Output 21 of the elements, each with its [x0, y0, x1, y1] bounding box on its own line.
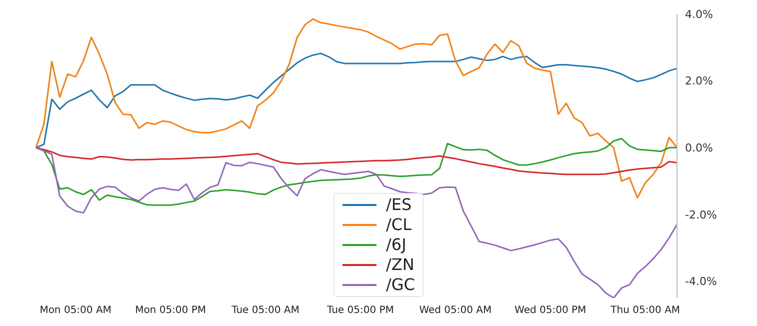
x-tick-label: Mon 05:00 AM — [40, 305, 112, 316]
x-tick-label: Tue 05:00 PM — [326, 305, 394, 316]
legend-label: /6J — [386, 235, 406, 255]
x-tick-label: Wed 05:00 PM — [514, 305, 586, 316]
y-tick-label: -2.0% — [685, 208, 717, 222]
x-tick-label: Tue 05:00 AM — [230, 305, 300, 316]
line-series — [35, 18, 678, 199]
y-tick-label: 0.0% — [685, 142, 713, 155]
y-tick-label: 2.0% — [685, 74, 713, 88]
legend-label: /CL — [386, 215, 412, 235]
line-series — [35, 52, 678, 148]
line-series — [35, 146, 678, 176]
legend-label: /GC — [386, 275, 415, 295]
legend-label: /ZN — [386, 255, 414, 275]
x-tick-label: Mon 05:00 PM — [135, 305, 206, 316]
y-tick-label: -4.0% — [685, 275, 717, 288]
line-series — [35, 146, 678, 298]
legend-label: /ES — [386, 195, 412, 215]
x-tick-label: Wed 05:00 AM — [419, 305, 492, 316]
y-tick-label: 4.0% — [685, 8, 713, 21]
x-tick-label: Thu 05:00 AM — [610, 305, 680, 316]
